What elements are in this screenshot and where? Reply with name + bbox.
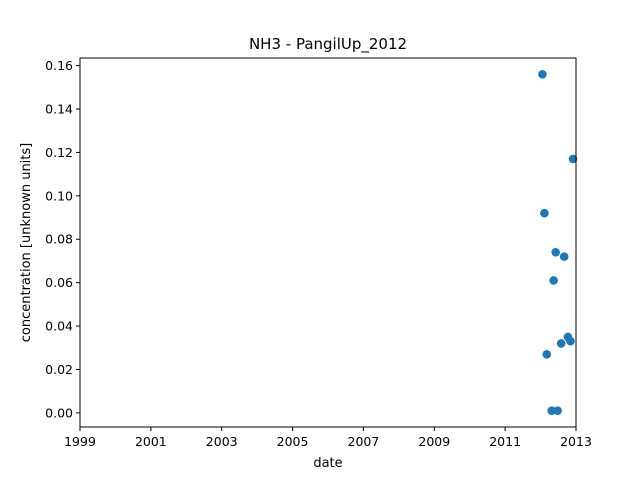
x-axis-ticks: 1999 2001 2003 2005 2007 2009 2011 2013 [64,427,592,449]
data-point [540,208,549,218]
data-point [542,349,552,359]
chart-title: NH3 - PangilUp_2012 [249,35,407,54]
y-tick-label: 0.12 [45,145,73,160]
data-point [568,154,578,164]
x-tick-label: 2001 [135,434,167,449]
y-tick-label: 0.04 [45,319,73,334]
data-point [559,252,569,261]
x-tick-label: 2011 [489,434,521,449]
y-tick-label: 0.06 [45,275,73,290]
data-point [551,247,560,257]
y-tick-label: 0.02 [45,362,73,377]
y-tick-label: 0.14 [45,102,73,117]
x-tick-label: 2013 [560,434,592,449]
y-tick-label: 0.08 [45,232,73,247]
x-tick-label: 2005 [277,434,309,449]
y-axis-ticks: 0.00 0.02 0.04 0.06 0.08 0.10 0.12 0.14 0.16 [45,58,80,420]
y-tick-label: 0.16 [45,58,73,73]
data-points [538,69,578,416]
x-tick-label: 1999 [64,434,96,449]
x-axis-label: date [313,456,342,471]
y-tick-label: 0.00 [45,405,73,420]
x-tick-label: 2003 [206,434,238,449]
data-point [538,69,547,79]
x-tick-label: 2009 [418,434,450,449]
y-tick-label: 0.10 [45,188,73,203]
data-point [549,276,558,285]
x-tick-label: 2007 [348,434,380,449]
data-point [556,339,566,348]
data-point [566,336,575,346]
plot-area-frame [79,57,577,428]
data-point [547,406,557,416]
y-axis-label: concentration [unknown units] [19,143,34,342]
data-point [553,406,562,416]
